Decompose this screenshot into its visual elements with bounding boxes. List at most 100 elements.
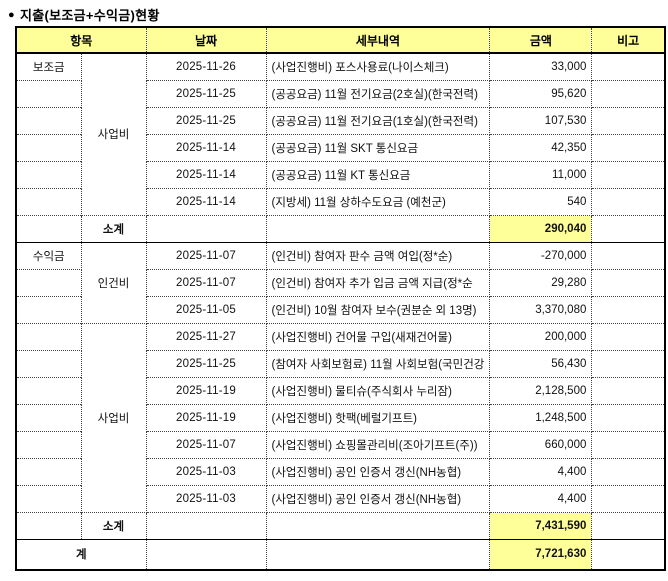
cell-detail — [265, 511, 491, 540]
table-row: 보조금 사업비 2025-11-26 (사업진행비) 포스사용료(나이스체크) … — [15, 52, 666, 216]
cell-note — [591, 322, 666, 351]
cell-detail: (지방세) 11월 상하수도요금 (예천군) — [265, 187, 491, 216]
total-label: 계 — [15, 538, 147, 571]
column-header-amount: 금액 — [489, 26, 593, 54]
cell-date: 2025-11-25 — [145, 106, 267, 135]
cell-category — [15, 187, 82, 216]
cell-note — [591, 268, 666, 297]
cell-date: 2025-11-03 — [145, 484, 267, 513]
cell-date: 2025-11-07 — [145, 430, 267, 459]
cell-amount: 95,620 — [489, 79, 593, 108]
page-title: ● 지출(보조금+수익금)현황 — [8, 5, 160, 24]
cell-detail: (사업진행비) 핫팩(베럴기프트) — [265, 403, 491, 432]
cell-amount: 3,370,080 — [489, 295, 593, 324]
cell-amount: 4,400 — [489, 484, 593, 513]
cell-detail: (사업진행비) 물티슈(주식회사 누리잠) — [265, 376, 491, 405]
cell-category — [15, 484, 82, 513]
subtotal-amount: 290,040 — [489, 214, 593, 243]
table-row: 2025-11-03 (사업진행비) 공인 인증서 갱신(NH농협) 4,400 — [15, 484, 666, 513]
cell-date: 2025-11-14 — [145, 133, 267, 162]
subtotal-amount: 7,431,590 — [489, 511, 593, 540]
cell-category — [15, 322, 82, 351]
cell-note — [591, 52, 666, 81]
cell-detail: (사업진행비) 공인 인증서 갱신(NH농협) — [265, 457, 491, 486]
cell-category — [15, 457, 82, 486]
cell-amount: 200,000 — [489, 322, 593, 351]
cell-amount: 1,248,500 — [489, 403, 593, 432]
cell-group: 인건비 — [80, 241, 147, 324]
cell-amount: 11,000 — [489, 160, 593, 189]
subtotal-label: 소계 — [80, 511, 147, 540]
cell-note — [591, 511, 666, 540]
cell-group: 사업비 — [80, 322, 147, 513]
cell-amount: 660,000 — [489, 430, 593, 459]
cell-detail: (참여자 사회보험료) 11월 사회보험(국민건강 — [265, 349, 491, 378]
cell-date: 2025-11-05 — [145, 295, 267, 324]
cell-date: 2025-11-14 — [145, 187, 267, 216]
cell-category — [15, 430, 82, 459]
cell-note — [591, 349, 666, 378]
cell-note — [591, 403, 666, 432]
cell-note — [591, 430, 666, 459]
cell-date: 2025-11-27 — [145, 322, 267, 351]
cell-date: 2025-11-19 — [145, 403, 267, 432]
cell-note — [591, 133, 666, 162]
cell-amount: -270,000 — [489, 241, 593, 270]
table-row: 2025-11-14 (지방세) 11월 상하수도요금 (예천군) 540 — [15, 187, 666, 216]
cell-category — [15, 349, 82, 378]
cell-detail: (공공요금) 11월 SKT 통신요금 — [265, 133, 491, 162]
cell-category — [15, 295, 82, 324]
cell-date — [145, 511, 267, 540]
cell-category: 수익금 — [15, 241, 82, 270]
total-amount: 7,721,630 — [489, 538, 593, 571]
cell-amount: 4,400 — [489, 457, 593, 486]
cell-note — [591, 187, 666, 216]
cell-category — [15, 214, 82, 243]
cell-amount: 33,000 — [489, 52, 593, 81]
subtotal-label: 소계 — [80, 214, 147, 243]
cell-date: 2025-11-19 — [145, 376, 267, 405]
cell-category — [15, 79, 82, 108]
table-row: 사업비 2025-11-27 (사업진행비) 건어물 구입(새재건어물) 200… — [15, 322, 666, 513]
cell-note — [591, 538, 666, 571]
cell-date: 2025-11-25 — [145, 349, 267, 378]
cell-detail — [265, 214, 491, 243]
cell-note — [591, 106, 666, 135]
cell-detail: (사업진행비) 포스사용료(나이스체크) — [265, 52, 491, 81]
cell-amount: 42,350 — [489, 133, 593, 162]
cell-category — [15, 511, 82, 540]
cell-detail: (인건비) 참여자 추가 입금 금액 지급(정*순 — [265, 268, 491, 297]
cell-detail: (인건비) 참여자 판수 금액 여입(정*순) — [265, 241, 491, 270]
bullet-icon: ● — [8, 8, 15, 21]
cell-note — [591, 376, 666, 405]
cell-note — [591, 457, 666, 486]
cell-detail: (인건비) 10월 참여자 보수(권분순 외 13명) — [265, 295, 491, 324]
cell-note — [591, 214, 666, 243]
cell-note — [591, 484, 666, 513]
column-header-item: 항목 — [15, 26, 147, 54]
page-title-text: 지출(보조금+수익금)현황 — [19, 8, 160, 23]
cell-detail — [265, 538, 491, 571]
subtotal-row: 소계 290,040 — [15, 214, 666, 243]
cell-date — [145, 214, 267, 243]
cell-category — [15, 160, 82, 189]
cell-category — [15, 403, 82, 432]
cell-detail: (사업진행비) 공인 인증서 갱신(NH농협) — [265, 484, 491, 513]
cell-date — [145, 538, 267, 571]
table-row: 수익금 인건비 2025-11-07 (인건비) 참여자 판수 금액 여입(정*… — [15, 241, 666, 324]
cell-detail: (공공요금) 11월 전기요금(1호실)(한국전력) — [265, 106, 491, 135]
cell-group: 사업비 — [80, 52, 147, 216]
cell-category: 보조금 — [15, 52, 82, 81]
cell-date: 2025-11-25 — [145, 79, 267, 108]
cell-detail: (사업진행비) 건어물 구입(새재건어물) — [265, 322, 491, 351]
cell-amount: 540 — [489, 187, 593, 216]
column-header-detail: 세부내역 — [265, 26, 491, 54]
cell-category — [15, 268, 82, 297]
cell-detail: (공공요금) 11월 KT 통신요금 — [265, 160, 491, 189]
table-row: 2025-11-07 (사업진행비) 쇼핑몰관리비(조아기프트(주)) 660,… — [15, 430, 666, 459]
cell-date: 2025-11-26 — [145, 52, 267, 81]
cell-detail: (사업진행비) 쇼핑몰관리비(조아기프트(주)) — [265, 430, 491, 459]
cell-note — [591, 79, 666, 108]
column-header-date: 날짜 — [145, 26, 267, 54]
cell-detail: (공공요금) 11월 전기요금(2호실)(한국전력) — [265, 79, 491, 108]
